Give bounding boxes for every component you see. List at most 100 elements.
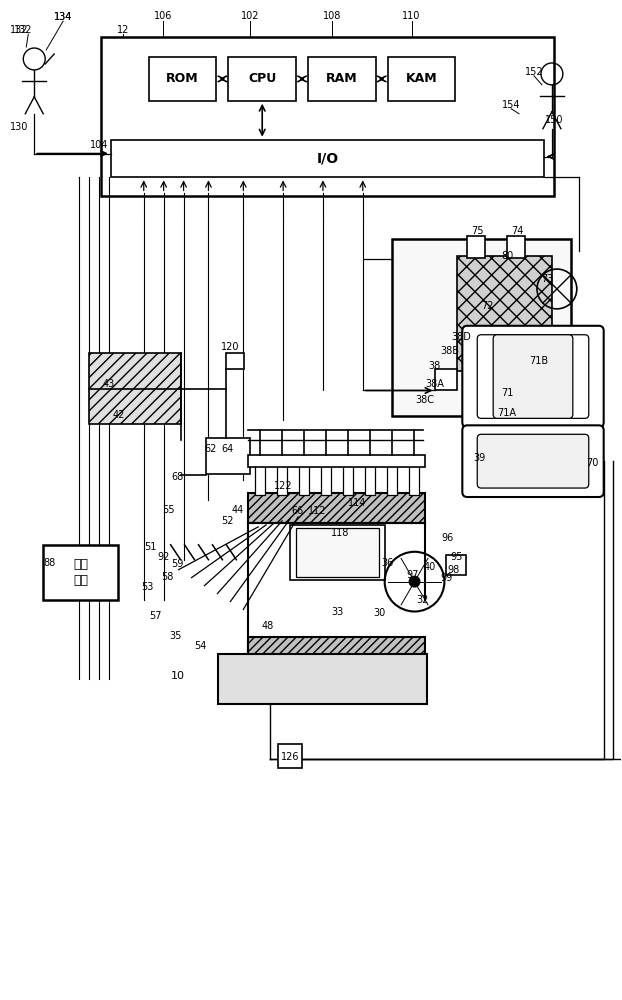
Text: 99: 99 [440,573,453,583]
Bar [277,465,287,495]
Bar [507,236,525,258]
Text: 132: 132 [14,25,32,35]
Bar [467,236,485,258]
FancyBboxPatch shape [477,335,589,418]
Bar [101,37,554,196]
Text: 114: 114 [348,498,366,508]
Bar [89,353,180,424]
Bar [387,465,397,495]
Text: 12: 12 [117,25,129,35]
Bar [255,465,265,495]
Text: 104: 104 [90,140,108,150]
Text: 95: 95 [450,552,463,562]
Text: 36: 36 [381,558,394,568]
Text: 126: 126 [281,752,299,762]
Text: 48: 48 [261,621,273,631]
Text: I/O: I/O [317,152,338,166]
Text: 38B: 38B [440,346,459,356]
Text: 108: 108 [323,11,341,21]
Text: 118: 118 [331,528,349,538]
Text: 112: 112 [308,506,326,516]
Text: 57: 57 [149,611,162,621]
Text: 88: 88 [43,558,55,568]
Text: 38D: 38D [452,332,471,342]
Text: 152: 152 [525,67,543,77]
Bar [290,525,384,580]
Text: 134: 134 [54,12,72,22]
Text: RAM: RAM [326,72,358,85]
Text: 106: 106 [154,11,172,21]
Text: 98: 98 [447,565,460,575]
Text: 73: 73 [541,274,553,284]
Text: 92: 92 [157,552,170,562]
Bar [364,465,374,495]
Bar [447,555,466,575]
Text: 74: 74 [511,226,523,236]
Circle shape [409,576,420,588]
Text: 系统: 系统 [73,574,88,587]
Bar [392,239,571,416]
Text: 132: 132 [10,25,29,35]
Bar [278,744,302,768]
FancyBboxPatch shape [462,425,604,497]
Text: 71A: 71A [498,408,517,418]
Bar [296,528,379,577]
Bar [435,369,457,390]
Bar [218,654,427,704]
Text: 150: 150 [545,115,563,125]
Text: 30: 30 [374,608,386,618]
Text: 66: 66 [291,506,303,516]
Text: KAM: KAM [406,72,437,85]
Text: 122: 122 [274,481,292,491]
Bar [409,465,419,495]
Text: 71: 71 [501,388,513,398]
Text: 32: 32 [416,595,429,605]
Text: 54: 54 [194,641,207,651]
Text: 55: 55 [162,505,175,515]
Text: 44: 44 [231,505,243,515]
Text: 53: 53 [142,582,154,592]
Text: 51: 51 [144,542,157,552]
Text: 43: 43 [103,379,115,389]
Text: 80: 80 [501,251,513,261]
Text: 71B: 71B [529,356,549,366]
Text: 40: 40 [424,562,435,572]
Text: 点火: 点火 [73,558,88,571]
Text: 38A: 38A [425,379,444,389]
Text: 96: 96 [441,533,453,543]
Text: 35: 35 [169,631,182,641]
Text: CPU: CPU [248,72,276,85]
Bar [457,256,552,371]
Bar [321,465,331,495]
Bar [149,57,216,101]
Text: 70: 70 [587,458,599,468]
Bar [207,438,250,474]
Text: 154: 154 [502,100,521,110]
Text: 42: 42 [113,410,125,420]
Bar [248,493,425,523]
Text: 33: 33 [332,607,344,617]
Text: 59: 59 [172,559,183,569]
Text: 75: 75 [471,226,483,236]
Text: 38: 38 [429,361,440,371]
Text: 52: 52 [221,516,234,526]
Text: 110: 110 [402,11,420,21]
Text: 68: 68 [172,472,183,482]
Text: 62: 62 [204,444,216,454]
Text: 130: 130 [10,122,29,132]
Text: 120: 120 [221,342,239,352]
Bar [226,353,244,369]
Bar [299,465,309,495]
Text: 97: 97 [406,570,419,580]
Text: 58: 58 [162,572,174,582]
Text: 64: 64 [221,444,233,454]
Bar [248,637,425,665]
Bar [308,57,376,101]
Bar [228,57,296,101]
Text: 39: 39 [473,453,485,463]
Bar [248,455,425,467]
Text: 134: 134 [54,12,72,22]
Bar [388,57,455,101]
Text: 38C: 38C [415,395,434,405]
Bar [111,140,544,177]
